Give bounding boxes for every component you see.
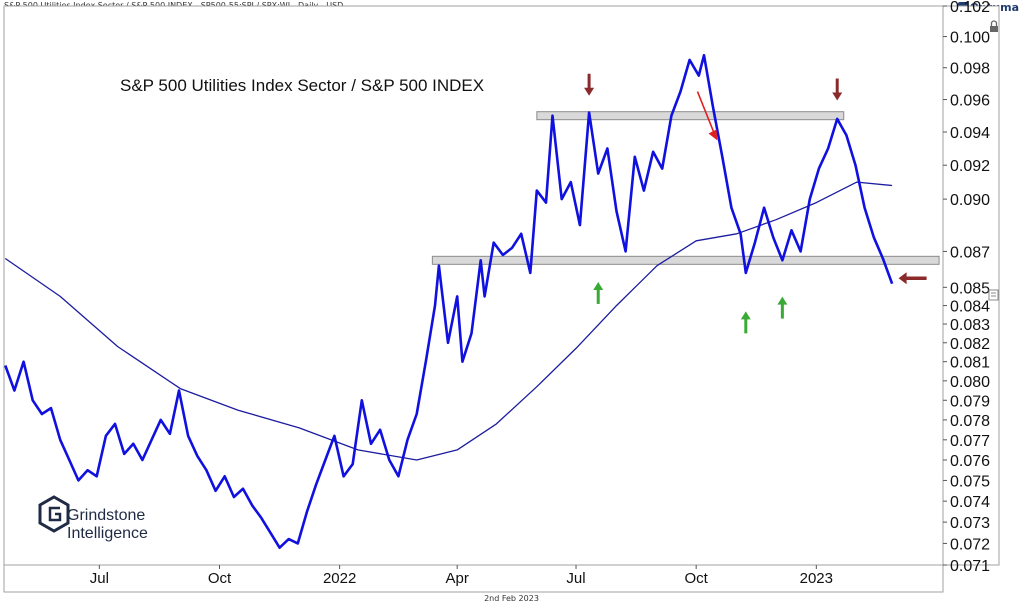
y-tick-label: 0.071 (950, 558, 990, 575)
band-0 (536, 111, 845, 121)
plot-area (3, 5, 944, 566)
x-tick-label: Apr (446, 570, 469, 587)
x-tick-label: Oct (684, 570, 708, 587)
footer-date: 2nd Feb 2023 (484, 594, 539, 603)
y-tick-label: 0.079 (950, 393, 990, 410)
x-tick-label: 2023 (800, 570, 833, 587)
y-tick-label: 0.092 (950, 158, 990, 175)
x-tick-label: 2022 (323, 570, 356, 587)
price-line (4, 53, 894, 549)
y-tick-label: 0.098 (950, 61, 990, 78)
chart-title: S&P 500 Utilities Index Sector / S&P 500… (120, 76, 484, 95)
price-path (4, 53, 894, 549)
y-axis: 0.102 0.100 0.098 0.096 0.094 0.092 0.090 0.087… (943, 0, 990, 575)
y-tick-label: 0.075 (950, 473, 990, 490)
x-tick-label: Jul (566, 570, 585, 587)
y-tick-label: 0.077 (950, 433, 990, 450)
chart-settings-icon[interactable] (988, 289, 999, 301)
arrow-left-5 (898, 272, 927, 285)
y-tick-label: 0.072 (950, 536, 990, 553)
annotation-arrows (584, 73, 927, 334)
y-tick-label: 0.087 (950, 244, 990, 261)
resistance-support-bands (431, 111, 940, 265)
y-tick-label: 0.080 (950, 374, 990, 391)
y-tick-label: 0.078 (950, 413, 990, 430)
arrow-down-1 (832, 78, 843, 101)
grindstone-logo-icon (38, 495, 70, 533)
y-tick-label: 0.082 (950, 336, 990, 353)
arrow-diag-6 (696, 91, 718, 141)
grindstone-watermark: Grindstone Intelligence (38, 495, 148, 542)
y-tick-label: 0.084 (950, 299, 990, 316)
x-tick-label: Oct (208, 570, 232, 587)
y-tick-label: 0.073 (950, 515, 990, 532)
arrow-down-0 (584, 73, 595, 96)
watermark-line2: Intelligence (67, 525, 148, 542)
lock-icon[interactable] (990, 20, 998, 32)
arrow-up-4 (777, 296, 788, 319)
y-axis-strip (942, 5, 1000, 566)
y-tick-label: 0.090 (950, 192, 990, 209)
y-tick-label: 0.096 (950, 93, 990, 110)
arrow-up-2 (593, 281, 604, 304)
arrow-up-3 (740, 311, 751, 334)
x-axis-strip (3, 564, 944, 593)
watermark-line1: Grindstone (67, 507, 145, 524)
y-tick-label: 0.076 (950, 453, 990, 470)
x-axis: Jul Oct 2022 Apr Jul Oct 2023 (90, 565, 833, 587)
y-tick-label: 0.074 (950, 494, 990, 511)
x-tick-label: Jul (90, 570, 109, 587)
y-tick-label: 0.081 (950, 355, 990, 372)
band-1 (431, 255, 940, 265)
y-tick-label: 0.085 (950, 280, 990, 297)
y-tick-label: 0.102 (950, 0, 990, 16)
y-tick-label: 0.100 (950, 30, 990, 47)
y-tick-label: 0.083 (950, 317, 990, 334)
y-tick-label: 0.094 (950, 125, 990, 142)
